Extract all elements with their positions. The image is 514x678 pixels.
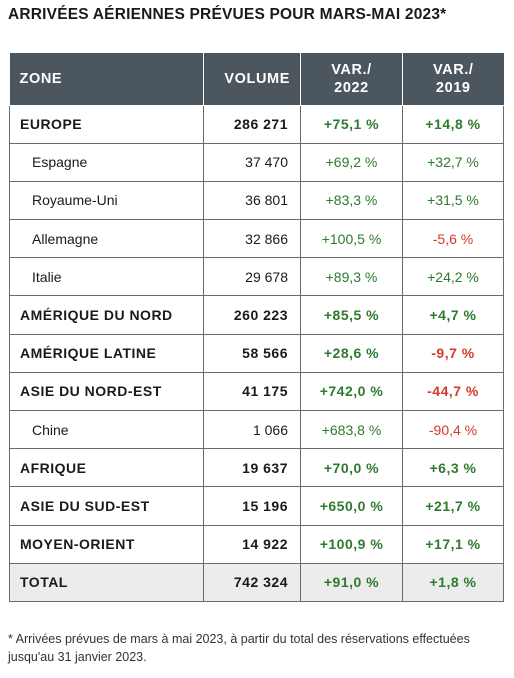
var-2019-cell: +21,7 %: [402, 486, 504, 526]
header-var-2022-line1: VAR./: [331, 61, 372, 78]
zone-cell: EUROPE: [9, 104, 204, 144]
var-2022-cell: +69,2 %: [300, 142, 403, 182]
zone-cell: AFRIQUE: [9, 448, 204, 488]
volume-cell: 29 678: [203, 257, 301, 297]
zone-cell: AMÉRIQUE LATINE: [9, 333, 204, 373]
volume-cell: 36 801: [203, 180, 301, 221]
volume-cell: 58 566: [203, 333, 301, 373]
table-row: AMÉRIQUE LATINE 58 566 +28,6 % -9,7 %: [9, 333, 504, 373]
header-zone: ZONE: [9, 53, 204, 106]
header-var-2022: VAR./ 2022: [300, 53, 403, 106]
table-row: ASIE DU NORD-EST 41 175 +742,0 % -44,7 %: [9, 371, 504, 412]
var-2022-cell: +28,6 %: [300, 333, 403, 373]
var-2022-cell: +85,5 %: [300, 295, 403, 335]
var-2019-cell: +1,8 %: [402, 562, 504, 602]
table-row: AFRIQUE 19 637 +70,0 % +6,3 %: [9, 448, 504, 488]
header-var-2019: VAR./ 2019: [402, 53, 504, 106]
total-row: TOTAL 742 324 +91,0 % +1,8 %: [9, 562, 504, 602]
var-2019-cell: -9,7 %: [402, 333, 504, 373]
var-2022-cell: +683,8 %: [300, 409, 403, 450]
header-volume: VOLUME: [203, 53, 301, 106]
header-var-2022-line2: 2022: [334, 79, 369, 96]
var-2019-cell: +6,3 %: [402, 448, 504, 488]
var-2022-cell: +742,0 %: [300, 371, 403, 412]
var-2019-cell: +31,5 %: [402, 180, 504, 221]
var-2022-cell: +100,9 %: [300, 524, 403, 564]
table-row: EUROPE 286 271 +75,1 % +14,8 %: [9, 104, 504, 144]
table-row: Espagne 37 470 +69,2 % +32,7 %: [9, 142, 504, 182]
table-row: MOYEN-ORIENT 14 922 +100,9 % +17,1 %: [9, 524, 504, 564]
zone-cell: MOYEN-ORIENT: [9, 524, 204, 564]
var-2022-cell: +89,3 %: [300, 257, 403, 297]
var-2019-cell: +24,2 %: [402, 257, 504, 297]
var-2019-cell: -44,7 %: [402, 371, 504, 412]
zone-cell: TOTAL: [9, 562, 204, 602]
var-2022-cell: +100,5 %: [300, 219, 403, 259]
table-header: ZONE VOLUME VAR./ 2022 VAR./ 2019: [9, 53, 504, 106]
volume-cell: 14 922: [203, 524, 301, 564]
var-2019-cell: -90,4 %: [402, 409, 504, 450]
table-row: ASIE DU SUD-EST 15 196 +650,0 % +21,7 %: [9, 486, 504, 526]
zone-cell: ASIE DU SUD-EST: [9, 486, 204, 526]
zone-cell: Espagne: [9, 142, 204, 182]
var-2019-cell: +4,7 %: [402, 295, 504, 335]
zone-cell: Chine: [9, 409, 204, 450]
volume-cell: 1 066: [203, 409, 301, 450]
var-2019-cell: +17,1 %: [402, 524, 504, 564]
volume-cell: 742 324: [203, 562, 301, 602]
header-var-2019-line2: 2019: [435, 79, 471, 96]
footnote: * Arrivées prévues de mars à mai 2023, à…: [8, 632, 470, 664]
page-title: ARRIVÉES AÉRIENNES PRÉVUES POUR MARS-MAI…: [8, 6, 447, 23]
var-2019-cell: -5,6 %: [402, 219, 504, 259]
var-2022-cell: +70,0 %: [300, 448, 403, 488]
var-2022-cell: +650,0 %: [300, 486, 403, 526]
zone-cell: AMÉRIQUE DU NORD: [9, 295, 204, 335]
volume-cell: 286 271: [203, 104, 301, 144]
table-row: Chine 1 066 +683,8 % -90,4 %: [9, 409, 504, 450]
var-2022-cell: +83,3 %: [300, 180, 403, 221]
var-2019-cell: +32,7 %: [402, 142, 504, 182]
zone-cell: Royaume-Uni: [9, 180, 204, 221]
volume-cell: 19 637: [203, 448, 301, 488]
table-row: Royaume-Uni 36 801 +83,3 % +31,5 %: [9, 180, 504, 221]
arrivals-table: ZONE VOLUME VAR./ 2022 VAR./ 2019 EUROPE…: [9, 53, 504, 602]
var-2022-cell: +91,0 %: [300, 562, 403, 602]
volume-cell: 37 470: [203, 142, 301, 182]
zone-cell: ASIE DU NORD-EST: [9, 371, 204, 412]
zone-cell: Italie: [9, 257, 204, 297]
volume-cell: 32 866: [203, 219, 301, 259]
table-row: Allemagne 32 866 +100,5 % -5,6 %: [9, 219, 504, 259]
volume-cell: 41 175: [203, 371, 301, 412]
var-2022-cell: +75,1 %: [300, 104, 403, 144]
volume-cell: 260 223: [203, 295, 301, 335]
header-var-2019-line1: VAR./: [432, 61, 474, 78]
table-row: AMÉRIQUE DU NORD 260 223 +85,5 % +4,7 %: [9, 295, 504, 335]
zone-cell: Allemagne: [9, 219, 204, 259]
var-2019-cell: +14,8 %: [402, 104, 504, 144]
table-row: Italie 29 678 +89,3 % +24,2 %: [9, 257, 504, 297]
volume-cell: 15 196: [203, 486, 301, 526]
